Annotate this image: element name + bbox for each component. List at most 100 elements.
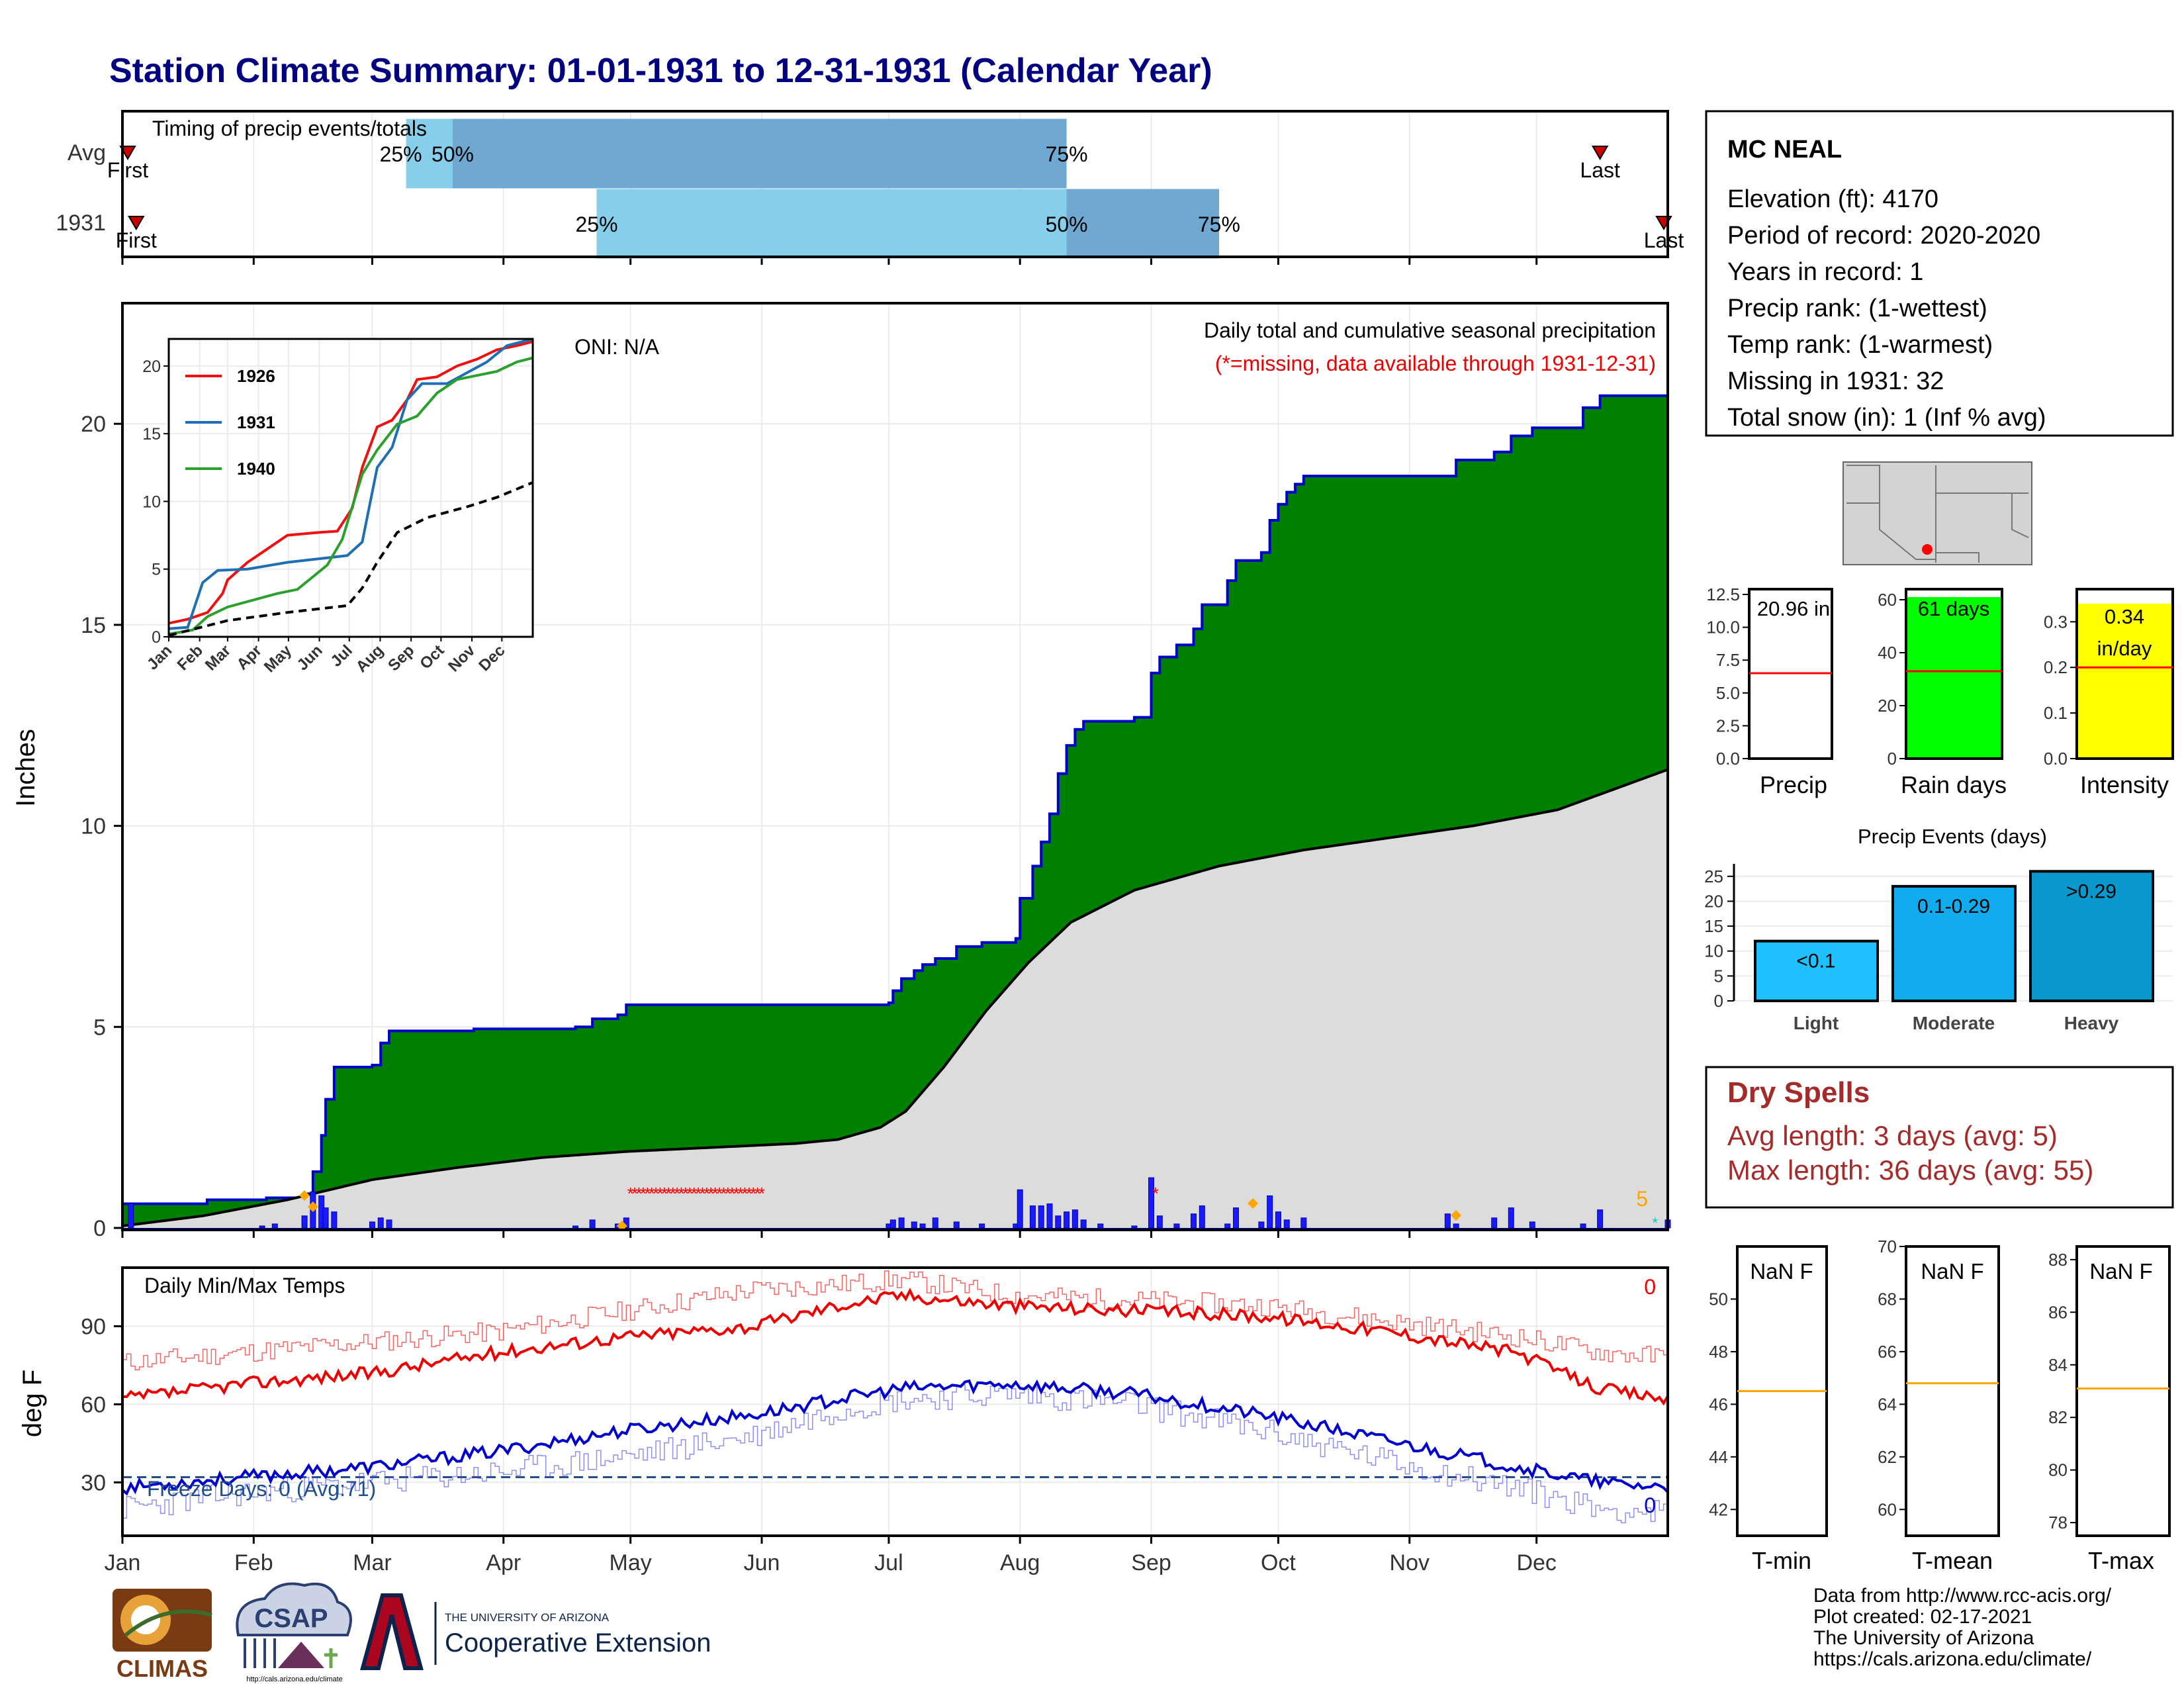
month-label: Feb (234, 1550, 273, 1575)
temp-summary-tick-label-tmax: 80 (2048, 1460, 2068, 1480)
summary-bar-frame-rain-days (1905, 588, 2003, 760)
daily-precip-bar (1080, 1219, 1087, 1229)
inset-series-1931 (168, 338, 533, 630)
events-bar-label: >0.29 (2066, 880, 2116, 902)
month-label: May (610, 1550, 652, 1575)
daily-precip-bar (1508, 1207, 1514, 1229)
station-line-precip-rank: Precip rank: (1-wettest) (1727, 295, 1987, 322)
temp-summary-tick-label-tmin: 46 (1709, 1394, 1728, 1414)
summary-bar-tick-label-intensity: 0.1 (2044, 703, 2068, 723)
timing-first-marker (128, 216, 145, 230)
summary-value-rain-days: 61 days (1918, 597, 1990, 620)
missing-day-marker: * (635, 1184, 642, 1203)
daily-precip-bar (911, 1221, 917, 1229)
temp-summary-tick-label-tmin: 44 (1709, 1447, 1728, 1467)
daily-precip-bar (259, 1225, 265, 1229)
temp-summary-tick-label-tmax: 84 (2048, 1355, 2068, 1375)
temp-summary-tick-label-tmean: 64 (1878, 1394, 1897, 1414)
missing-day-marker: * (670, 1184, 676, 1203)
summary-bar-fill-precip (1749, 594, 1832, 759)
footer-credits: Data from http://www.rcc-acis.org/ Plot … (1813, 1585, 2112, 1670)
daily-precip-bar (1029, 1205, 1036, 1229)
missing-day-marker: * (674, 1184, 680, 1203)
daily-precip-bar (1453, 1223, 1459, 1229)
missing-day-marker: * (712, 1184, 719, 1203)
station-line-snow: Total snow (in): 1 (Inf % avg) (1727, 404, 2046, 432)
temp-summary-tick-label-tmean: 60 (1878, 1499, 1897, 1519)
summary-bar-tick-label-precip: 7.5 (1716, 650, 1740, 670)
daily-precip-bar (1258, 1221, 1265, 1229)
summary-bar-tick-label-precip: 12.5 (1706, 585, 1740, 604)
main-y-tick-label: 20 (81, 412, 106, 437)
timing-label-q50: 50% (432, 142, 474, 166)
tmax-count: 0 (1644, 1275, 1656, 1299)
month-label: Apr (486, 1550, 521, 1575)
daily-precip-bar (1156, 1215, 1163, 1229)
station-line-temp-rank: Temp rank: (1-warmest) (1727, 331, 1993, 359)
missing-day-marker: * (644, 1184, 651, 1203)
missing-day-marker: * (733, 1184, 740, 1203)
temp-title: Daily Min/Max Temps (144, 1274, 345, 1297)
tmax-normal-line (122, 1270, 1668, 1371)
missing-day-marker: * (758, 1184, 765, 1203)
csap-logo: CSAP http://cals.arizona.edu/climate (236, 1582, 352, 1683)
climas-logo: CLIMAS (113, 1589, 212, 1682)
events-bar-label: <0.1 (1796, 951, 1835, 972)
missing-day-marker: * (729, 1184, 735, 1203)
inset-legend-label: 1931 (237, 412, 275, 432)
normal-precip-line (122, 768, 1668, 1227)
daily-precip-bar (1148, 1177, 1155, 1229)
temp-summary-value-tmean: NaN F (1921, 1259, 1983, 1284)
events-y-tick-label: 25 (1704, 867, 1723, 886)
daily-precip-bar (1300, 1217, 1307, 1229)
summary-value-precip: 20.96 in (1757, 597, 1830, 620)
locator-map (1843, 461, 2032, 565)
daily-precip-bar (322, 1207, 329, 1229)
temp-summary-tick-label-tmean: 70 (1878, 1237, 1897, 1256)
oni-label: ONI: N/A (574, 335, 660, 359)
temp-summary-tick-label-tmin: 50 (1709, 1289, 1728, 1309)
precip-note-missing: (*=missing, data available through 1931-… (1215, 352, 1656, 375)
daily-precip-bar (572, 1225, 579, 1229)
ua-small-text: THE UNIVERSITY OF ARIZONA (445, 1611, 610, 1624)
inset-y-tick-label: 20 (142, 357, 161, 376)
missing-day-marker: * (686, 1184, 693, 1203)
month-label: Jul (874, 1550, 903, 1575)
temp-summary-label-tmean: T-mean (1912, 1547, 1993, 1574)
daily-precip-bar (1064, 1211, 1070, 1229)
main-y-tick-label: 5 (93, 1015, 106, 1040)
timing-label-q75: 75% (1046, 142, 1088, 166)
summary-label-precip: Precip (1760, 771, 1827, 798)
daily-precip-bar (1191, 1213, 1197, 1229)
normal-precip-area (122, 769, 1668, 1228)
month-label: Mar (353, 1550, 392, 1575)
summary-bar-tick-label-rain-days: 60 (1878, 590, 1897, 610)
temp-summary-tick-label-tmax: 86 (2048, 1302, 2068, 1322)
daily-precip-bar (1580, 1223, 1586, 1229)
temp-summary-tick-label-tmean: 62 (1878, 1447, 1897, 1467)
daily-precip-bar (377, 1217, 384, 1229)
events-category-label: Moderate (1913, 1013, 1995, 1033)
inset-legend-label: 1926 (237, 366, 275, 386)
month-label: Sep (1131, 1550, 1171, 1575)
events-y-tick-label: 0 (1714, 991, 1723, 1011)
footer-line-url: https://cals.arizona.edu/climate/ (1813, 1648, 2092, 1670)
events-category-label: Light (1794, 1013, 1839, 1033)
snow-marker (1451, 1210, 1462, 1221)
month-label: Aug (1000, 1550, 1040, 1575)
main-ylabel: Inches (11, 729, 40, 807)
timing-last-marker (1591, 146, 1609, 160)
inset-y-tick-label: 5 (152, 561, 161, 579)
precip-events-chart: Precip Events (days) 0 5 10 15 20 25 <0.1 Light… (1704, 825, 2173, 1033)
events-bar-label: 0.1-0.29 (1917, 896, 1990, 917)
events-y-tick-label: 5 (1714, 966, 1723, 986)
daily-precip-bar (1597, 1209, 1604, 1229)
missing-day-marker: * (695, 1184, 702, 1203)
missing-day-marker: * (627, 1184, 634, 1203)
missing-day-marker: * (699, 1184, 705, 1203)
daily-precip-bar (1017, 1189, 1023, 1229)
month-label: Nov (1390, 1550, 1430, 1575)
timing-title: Timing of precip events/totals (152, 117, 427, 140)
